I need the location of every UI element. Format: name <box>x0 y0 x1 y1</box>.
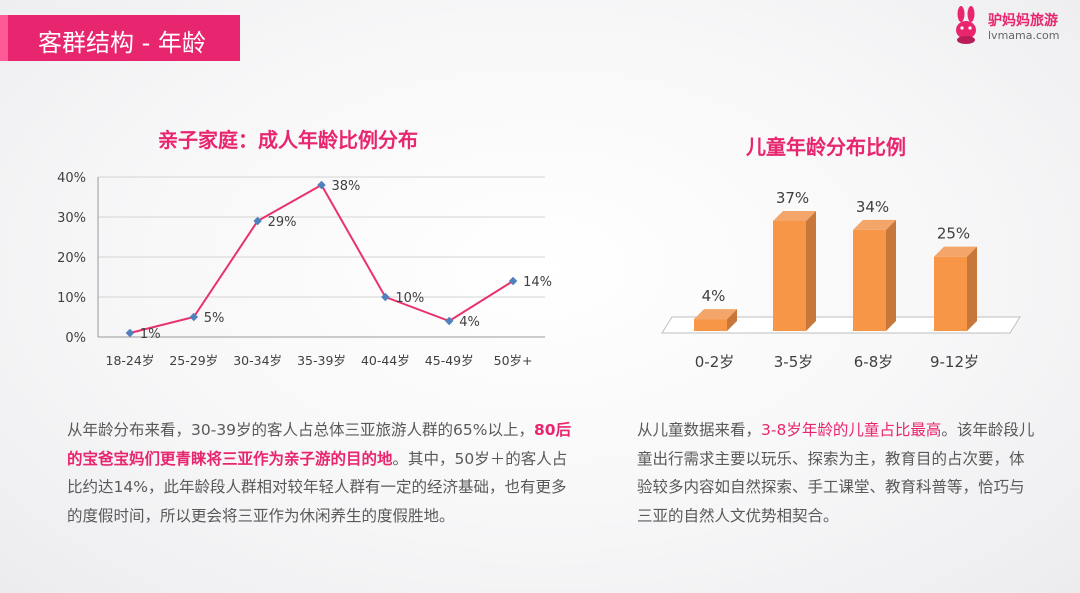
bar-top <box>694 309 737 320</box>
right-text-part1: 从儿童数据来看， <box>637 421 762 439</box>
left-description: 从年龄分布来看，30-39岁的客人占总体三亚旅游人群的65%以上，80后的宝爸宝… <box>67 416 579 530</box>
left-text-part2: 。其中，50岁＋的客人占比约达14%，此年龄段人群相对较年轻人群有一定的经济基础… <box>67 449 568 525</box>
bar <box>773 221 806 331</box>
bar-top <box>934 246 977 257</box>
line-chart-data-label: 38% <box>332 179 361 194</box>
line-chart-data-label: 1% <box>140 327 161 342</box>
adult-age-line-chart: 0% 10% 20% 30% 40% 18-24岁 25-29岁 30-34岁 35-39岁 40… <box>57 171 552 368</box>
logo-domain: lvmama.com <box>988 29 1060 42</box>
line-chart-point <box>317 180 326 190</box>
bar-data-label: 25% <box>937 225 970 243</box>
line-chart-x-tick: 45-49岁 <box>425 353 474 368</box>
line-chart-y-tick: 40% <box>57 171 86 186</box>
right-text-highlight: 3-8岁年龄的儿童占比最高 <box>761 421 942 439</box>
logo-name: 驴妈妈旅游 <box>988 13 1058 29</box>
donkey-logo-icon <box>956 6 976 44</box>
bar <box>853 229 886 331</box>
line-chart-x-tick: 25-29岁 <box>169 353 218 368</box>
line-chart-point <box>508 276 518 286</box>
line-chart-y-tick: 20% <box>57 251 86 266</box>
line-chart-point <box>125 328 135 338</box>
line-chart-x-tick: 40-44岁 <box>361 353 410 368</box>
bar <box>694 319 727 331</box>
line-chart-y-tick: 30% <box>57 211 86 226</box>
title-bar-accent <box>0 15 8 61</box>
left-text-part1: 从年龄分布来看，30-39岁的客人占总体三亚旅游人群的65%以上， <box>67 421 534 439</box>
bar <box>934 256 967 331</box>
bar-x-tick: 9-12岁 <box>930 353 979 371</box>
bar-x-tick: 6-8岁 <box>854 353 894 371</box>
line-chart-point <box>444 316 454 326</box>
line-chart-data-label: 14% <box>523 275 552 290</box>
page-title: 客群结构 - 年龄 <box>38 29 206 57</box>
bar-chart-floor <box>661 316 1021 334</box>
bar-side <box>886 219 896 331</box>
bar-data-label: 37% <box>776 189 809 207</box>
bar-x-tick: 0-2岁 <box>695 353 735 371</box>
bar-top <box>773 211 816 221</box>
right-description: 从儿童数据来看，3-8岁年龄的儿童占比最高。该年龄段儿童出行需求主要以玩乐、探索… <box>637 416 1037 530</box>
line-chart-x-tick: 50岁+ <box>494 353 533 368</box>
line-chart-data-label: 5% <box>204 311 225 326</box>
bar-data-label: 4% <box>702 287 726 305</box>
line-chart-x-tick: 18-24岁 <box>106 353 155 368</box>
bar-side <box>806 211 816 331</box>
line-chart-point <box>189 312 199 322</box>
bar-side <box>967 246 977 331</box>
bar-side <box>727 309 737 331</box>
line-chart-point <box>381 292 390 302</box>
bar-top <box>853 219 896 230</box>
line-chart-x-tick: 35-39岁 <box>297 353 346 368</box>
line-chart-data-label: 29% <box>268 215 297 230</box>
line-chart-data-label: 4% <box>459 315 480 330</box>
line-chart-title: 亲子家庭：成人年龄比例分布 <box>158 128 418 152</box>
title-bar: 客群结构 - 年龄 <box>0 15 240 61</box>
left-text-highlight: 80后的宝爸宝妈们更青睐将三亚作为亲子游的目的地 <box>67 421 572 468</box>
line-chart-y-tick: 10% <box>57 291 86 306</box>
bar-x-tick: 3-5岁 <box>774 353 814 371</box>
line-chart-point <box>253 216 262 226</box>
line-chart-y-tick: 0% <box>65 331 86 346</box>
line-chart-x-tick: 30-34岁 <box>233 353 282 368</box>
bar-chart-title: 儿童年龄分布比例 <box>746 135 906 159</box>
line-chart-data-label: 10% <box>395 291 424 306</box>
bar-data-label: 34% <box>856 198 889 216</box>
brand-logo: 驴妈妈旅游 lvmama.com <box>950 6 1070 48</box>
line-chart-series <box>129 183 514 334</box>
right-text-part2: 。该年龄段儿童出行需求主要以玩乐、探索为主，教育目的占次要，体验较多内容如自然探… <box>637 421 1035 525</box>
